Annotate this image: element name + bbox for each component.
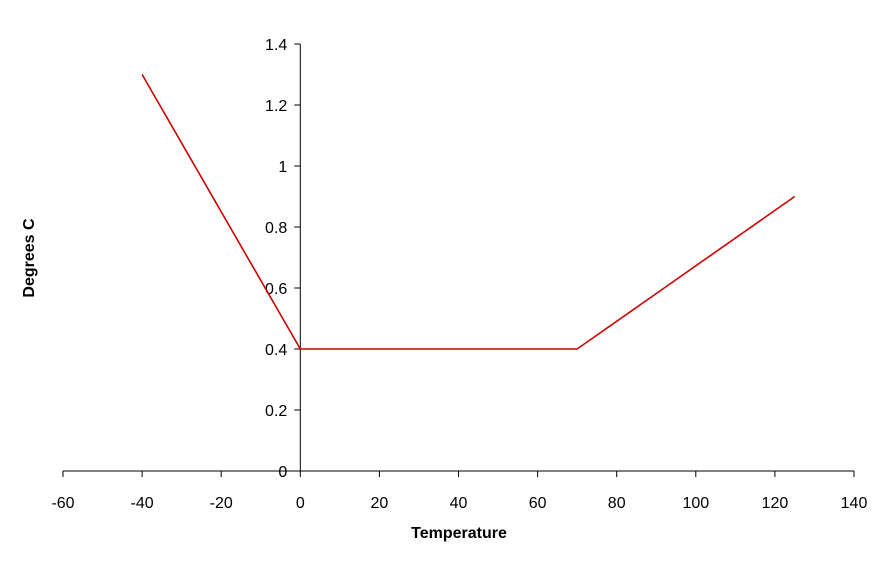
y-tick-label: 0.8 xyxy=(265,220,287,237)
x-axis-title: Temperature xyxy=(411,525,507,542)
y-tick-label: 0.2 xyxy=(265,403,287,420)
y-axis-title: Degrees C xyxy=(21,218,38,298)
y-tick-label: 0.6 xyxy=(265,281,287,298)
y-tick-label: 1.2 xyxy=(265,98,287,115)
x-tick-label: 120 xyxy=(762,495,789,512)
x-axis: -60 -40 -20 0 20 40 60 80 100 120 140 xyxy=(51,470,868,512)
x-tick-label: 40 xyxy=(450,495,468,512)
y-tick-label: 1 xyxy=(278,159,287,176)
x-tick-label: 20 xyxy=(371,495,389,512)
x-tick-label: 0 xyxy=(296,495,305,512)
y-tick-label: 1.4 xyxy=(265,37,287,54)
series-layer xyxy=(141,74,796,350)
x-tick-label: -40 xyxy=(131,495,154,512)
series-line xyxy=(141,74,796,350)
x-tick-label: 80 xyxy=(608,495,626,512)
x-tick-label: 140 xyxy=(841,495,868,512)
x-tick-label: -60 xyxy=(51,495,74,512)
x-tick-label: 60 xyxy=(529,495,547,512)
y-tick-label: 0.4 xyxy=(265,342,287,359)
y-tick-label: 0 xyxy=(278,464,287,481)
y-axis: 0 0.2 0.4 0.6 0.8 1 1.2 1.4 xyxy=(265,37,301,481)
x-tick-label: -20 xyxy=(210,495,233,512)
x-tick-label: 100 xyxy=(682,495,709,512)
